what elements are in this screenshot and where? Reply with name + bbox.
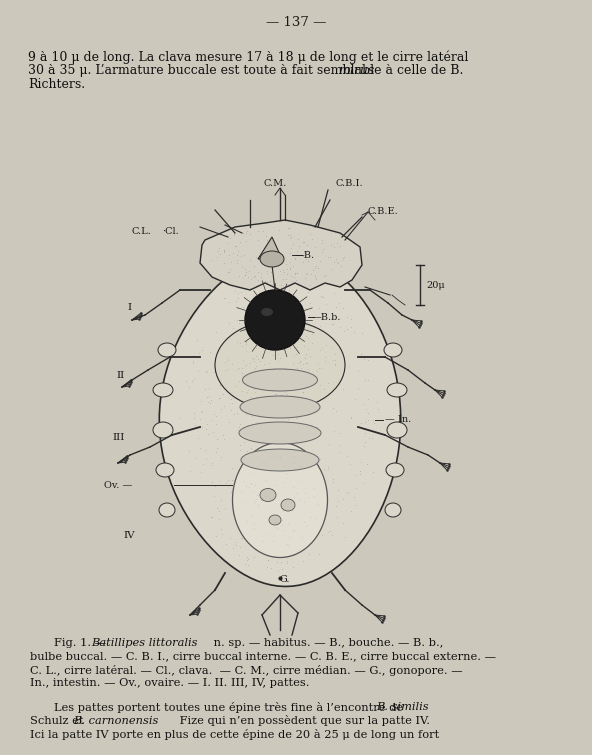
Text: B. carnonensis: B. carnonensis	[73, 716, 159, 726]
Text: C.B.E.: C.B.E.	[368, 208, 399, 217]
Ellipse shape	[384, 343, 402, 357]
Ellipse shape	[153, 383, 173, 397]
Text: 20μ: 20μ	[426, 281, 445, 289]
Ellipse shape	[260, 488, 276, 501]
Text: ·Cl.: ·Cl.	[162, 227, 179, 236]
Polygon shape	[159, 254, 401, 587]
Ellipse shape	[240, 396, 320, 418]
Ellipse shape	[387, 383, 407, 397]
Text: IV: IV	[123, 531, 135, 540]
Text: C.L.: C.L.	[132, 227, 152, 236]
Text: — In.: — In.	[385, 415, 411, 424]
Text: Ici la patte IV porte en plus de cette épine de 20 à 25 μ de long un fort: Ici la patte IV porte en plus de cette é…	[30, 729, 439, 740]
Text: —B.b.: —B.b.	[312, 313, 342, 322]
Text: C. L., cirre latéral. — Cl., clava.  — C. M., cirre médian. — G., gonopore. —: C. L., cirre latéral. — Cl., clava. — C.…	[30, 665, 462, 676]
Ellipse shape	[386, 463, 404, 477]
Ellipse shape	[387, 422, 407, 438]
Text: Les pattes portent toutes une épine très fine à l’encontre de: Les pattes portent toutes une épine très…	[54, 702, 407, 713]
Text: 9 à 10 μ de long. La clava mesure 17 à 18 μ de long et le cirre latéral: 9 à 10 μ de long. La clava mesure 17 à 1…	[28, 50, 468, 63]
Ellipse shape	[245, 290, 305, 350]
Ellipse shape	[260, 251, 284, 267]
Ellipse shape	[243, 369, 317, 391]
Ellipse shape	[215, 320, 345, 410]
Text: B. similis: B. similis	[376, 702, 429, 712]
Text: Fig. 1. —: Fig. 1. —	[54, 638, 110, 648]
Text: mirus: mirus	[338, 64, 374, 77]
Text: III: III	[112, 433, 125, 442]
Text: G.: G.	[280, 575, 290, 584]
Text: n. sp. — habitus. — B., bouche. — B. b.,: n. sp. — habitus. — B., bouche. — B. b.,	[210, 638, 443, 648]
Text: II: II	[117, 371, 125, 380]
Text: I: I	[128, 303, 132, 312]
Ellipse shape	[269, 515, 281, 525]
Text: Batillipes littoralis: Batillipes littoralis	[91, 638, 198, 648]
Text: — 137 —: — 137 —	[266, 16, 326, 29]
Text: —B.: —B.	[295, 251, 315, 260]
Ellipse shape	[239, 422, 321, 444]
Ellipse shape	[261, 308, 273, 316]
Text: Richters.: Richters.	[28, 78, 85, 91]
Text: 30 à 35 μ. L’armature buccale est toute à fait semblable à celle de B.: 30 à 35 μ. L’armature buccale est toute …	[28, 64, 467, 77]
Text: In., intestin. — Ov., ovaire. — I. II. III, IV, pattes.: In., intestin. — Ov., ovaire. — I. II. I…	[30, 679, 310, 689]
Ellipse shape	[159, 503, 175, 517]
Text: bulbe buccal. — C. B. I., cirre buccal interne. — C. B. E., cirre buccal externe: bulbe buccal. — C. B. I., cirre buccal i…	[30, 652, 496, 661]
Text: Ov. —: Ov. —	[104, 480, 132, 489]
Polygon shape	[200, 220, 362, 290]
Ellipse shape	[385, 503, 401, 517]
Ellipse shape	[281, 499, 295, 511]
Ellipse shape	[158, 343, 176, 357]
Text: Schulz et: Schulz et	[30, 716, 87, 726]
Ellipse shape	[153, 422, 173, 438]
Text: C.B.I.: C.B.I.	[335, 179, 363, 188]
Text: Fize qui n’en possèdent que sur la patte IV.: Fize qui n’en possèdent que sur la patte…	[176, 716, 430, 726]
Ellipse shape	[156, 463, 174, 477]
Polygon shape	[258, 237, 282, 259]
Ellipse shape	[233, 442, 327, 557]
Ellipse shape	[241, 449, 319, 471]
Text: C.M.: C.M.	[263, 179, 287, 188]
